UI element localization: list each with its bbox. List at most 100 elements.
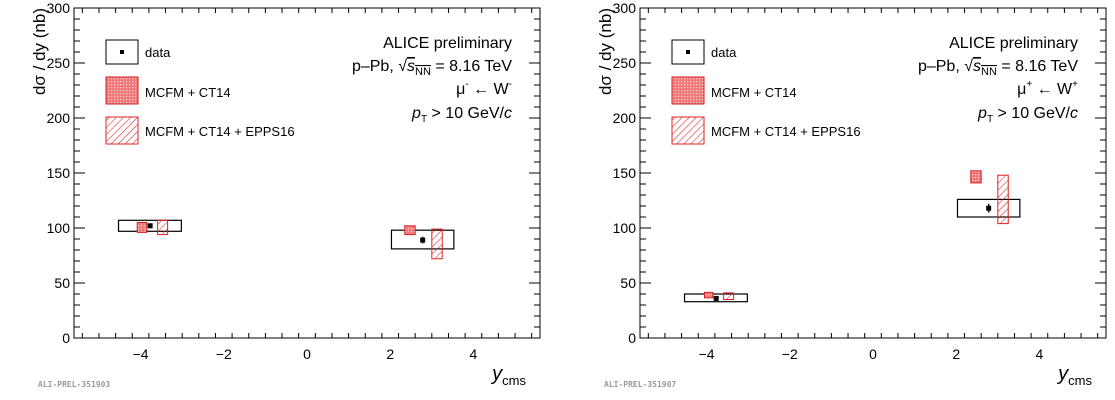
- x-tick-label: 4: [470, 346, 478, 362]
- sqrt-sign: √: [964, 58, 973, 75]
- axes-right: −4 −2 0 2 4 0 50 100 150 200 250 300 ycms dσ / dy …: [596, 0, 1107, 388]
- system-prefix: p–Pb,: [918, 58, 964, 75]
- y-tick-label: 0: [62, 330, 70, 346]
- marks-left: [117, 219, 455, 260]
- y-tick-label: 300: [613, 0, 637, 16]
- y-tick-label: 200: [613, 110, 637, 126]
- legend-left: data MCFM + CT14 MCFM + CT14 + EPPS16: [105, 39, 295, 145]
- cut-rest: > 10 GeV/: [993, 105, 1070, 122]
- channel-w-sup: +: [1072, 79, 1078, 90]
- channel-mu-sup: +: [1026, 79, 1032, 90]
- legend-ct14-swatch: [105, 76, 139, 105]
- channel-mu: μ: [456, 81, 465, 98]
- mcfm-ct14-epps16-box: [431, 228, 443, 260]
- legend-epps-swatch: [105, 116, 139, 145]
- energy-value: = 8.16 TeV: [997, 58, 1078, 75]
- x-axis-sub: cms: [502, 373, 526, 388]
- system-prefix: p–Pb,: [352, 58, 398, 75]
- legend-epps-label: MCFM + CT14 + EPPS16: [145, 124, 295, 139]
- x-tick-label: 2: [386, 346, 394, 362]
- y-tick-label: 100: [47, 220, 71, 236]
- collision-system: p–Pb, √sNN = 8.16 TeV: [918, 58, 1078, 78]
- x-tick-label: 0: [869, 346, 877, 362]
- channel-arrow: ← W: [469, 81, 510, 98]
- y-axis-label: dσ / dy (nb): [30, 8, 49, 95]
- annotation-right: ALICE preliminary p–Pb, √sNN = 8.16 TeV …: [918, 35, 1078, 125]
- y-tick-label: 300: [47, 0, 71, 16]
- y-tick-label: 250: [613, 55, 637, 71]
- x-tick-label: 2: [952, 346, 960, 362]
- channel-arrow: ← W: [1032, 81, 1073, 98]
- y-tick-label: 50: [620, 275, 636, 291]
- alice-preliminary: ALICE preliminary: [383, 35, 512, 52]
- panel-left: data MCFM + CT14 MCFM + CT14 + EPPS16 AL…: [30, 0, 541, 389]
- preliminary-id: ALI-PREL-351907: [604, 380, 676, 389]
- x-axis-sub: cms: [1068, 373, 1092, 388]
- y-tick-label: 100: [613, 220, 637, 236]
- marks-right: [683, 170, 1021, 303]
- sqrt-sign: √: [398, 58, 407, 75]
- energy-value: = 8.16 TeV: [431, 58, 512, 75]
- channel-w-sup: -: [509, 79, 512, 90]
- y-tick-label: 250: [47, 55, 71, 71]
- y-tick-label: 50: [54, 275, 70, 291]
- x-ticks-right: −4 −2 0 2 4: [647, 8, 1099, 362]
- energy-sub: NN: [981, 66, 997, 78]
- y-tick-label: 150: [613, 165, 637, 181]
- data-point: [420, 237, 426, 243]
- pt-cut: pT > 10 GeV/c: [411, 105, 512, 125]
- channel: μ- ← W-: [456, 79, 512, 98]
- data-point: [986, 205, 992, 211]
- pt-cut: pT > 10 GeV/c: [977, 105, 1078, 125]
- legend-ct14-swatch: [671, 76, 705, 105]
- x-tick-label: −2: [216, 346, 232, 362]
- x-ticks-left: −4 −2 0 2 4: [81, 8, 533, 362]
- x-axis-var: y: [490, 363, 503, 385]
- y-ticks-left: 0 50 100 150 200 250 300: [47, 0, 540, 346]
- y-ticks-right: 0 50 100 150 200 250 300: [613, 0, 1106, 346]
- energy-sub: NN: [415, 66, 431, 78]
- cut-rest: > 10 GeV/: [427, 105, 504, 122]
- x-axis-label: ycms: [1056, 363, 1092, 388]
- energy-var: s: [407, 58, 415, 75]
- cut-sub: T: [987, 114, 993, 125]
- mcfm-ct14-box: [404, 225, 416, 236]
- mcfm-ct14-box: [703, 291, 714, 299]
- cut-var: p: [411, 105, 421, 122]
- channel-mu: μ: [1017, 81, 1026, 98]
- channel: μ+ ← W+: [1017, 79, 1078, 98]
- data-syst-box: [956, 198, 1021, 218]
- preliminary-id: ALI-PREL-351903: [38, 380, 110, 389]
- legend-data-label: data: [145, 45, 171, 60]
- x-axis-label: ycms: [490, 363, 526, 388]
- cut-var: p: [977, 105, 987, 122]
- y-tick-label: 200: [47, 110, 71, 126]
- mcfm-ct14-epps16-box: [723, 292, 735, 300]
- data-syst-box: [683, 293, 748, 303]
- data-syst-box: [117, 219, 182, 232]
- legend-epps-label: MCFM + CT14 + EPPS16: [711, 124, 861, 139]
- mcfm-ct14-epps16-box: [157, 219, 169, 236]
- x-axis-var: y: [1056, 363, 1069, 385]
- cut-c: c: [1070, 105, 1078, 122]
- x-tick-label: −2: [782, 346, 798, 362]
- annotation-left: ALICE preliminary p–Pb, √sNN = 8.16 TeV …: [352, 35, 512, 125]
- x-tick-label: 0: [303, 346, 311, 362]
- data-point: [147, 223, 153, 229]
- axes-left: −4 −2 0 2 4 0 50 100 150 200 250 300 ycms dσ / dy …: [30, 0, 541, 388]
- x-tick-label: −4: [699, 346, 715, 362]
- legend-epps-swatch: [671, 116, 705, 145]
- mcfm-ct14-box: [136, 222, 148, 233]
- cut-sub: T: [421, 114, 427, 125]
- legend-ct14-label: MCFM + CT14: [711, 85, 797, 100]
- panel-right: data MCFM + CT14 MCFM + CT14 + EPPS16 AL…: [596, 0, 1107, 389]
- energy-var: s: [973, 58, 981, 75]
- y-tick-label: 0: [628, 330, 636, 346]
- mcfm-ct14-box: [970, 170, 982, 184]
- channel-mu-sup: -: [465, 79, 468, 90]
- data-syst-box: [390, 229, 455, 250]
- y-axis-label: dσ / dy (nb): [596, 8, 615, 95]
- y-tick-label: 150: [47, 165, 71, 181]
- x-tick-label: −4: [133, 346, 149, 362]
